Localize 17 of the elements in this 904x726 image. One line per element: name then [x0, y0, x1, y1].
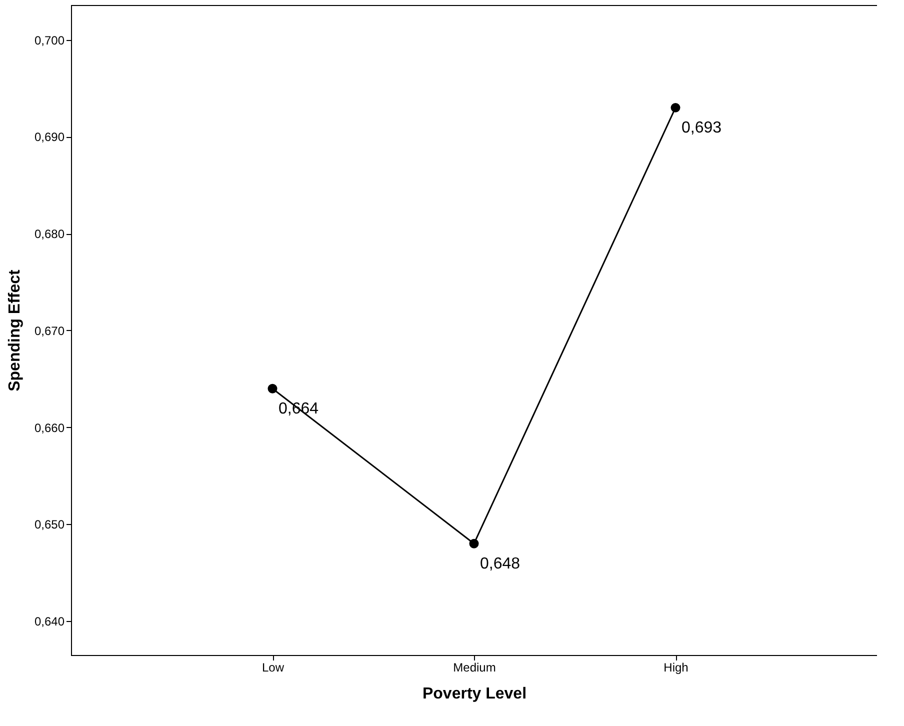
y-tick-label: 0,670: [34, 324, 65, 338]
x-tick-label: High: [664, 660, 688, 674]
point: [268, 384, 278, 394]
y-tick-label: 0,690: [34, 130, 65, 144]
y-axis-title: Spending Effect: [6, 268, 24, 392]
data-label: 0,693: [682, 120, 722, 137]
y-tick-label: 0,700: [34, 33, 65, 48]
y-tick-label: 0,680: [34, 227, 65, 242]
x-axis-title: Poverty Level: [422, 686, 527, 702]
y-tick-label: 0,650: [34, 518, 65, 532]
x-tick-label: Medium: [453, 660, 496, 674]
y-tick-label: 0,660: [34, 420, 65, 435]
x-tick-label: Low: [262, 660, 284, 674]
data-label: 0,648: [480, 556, 520, 573]
point: [670, 102, 680, 112]
point: [469, 538, 479, 548]
y-tick-label: 0,640: [34, 614, 65, 629]
